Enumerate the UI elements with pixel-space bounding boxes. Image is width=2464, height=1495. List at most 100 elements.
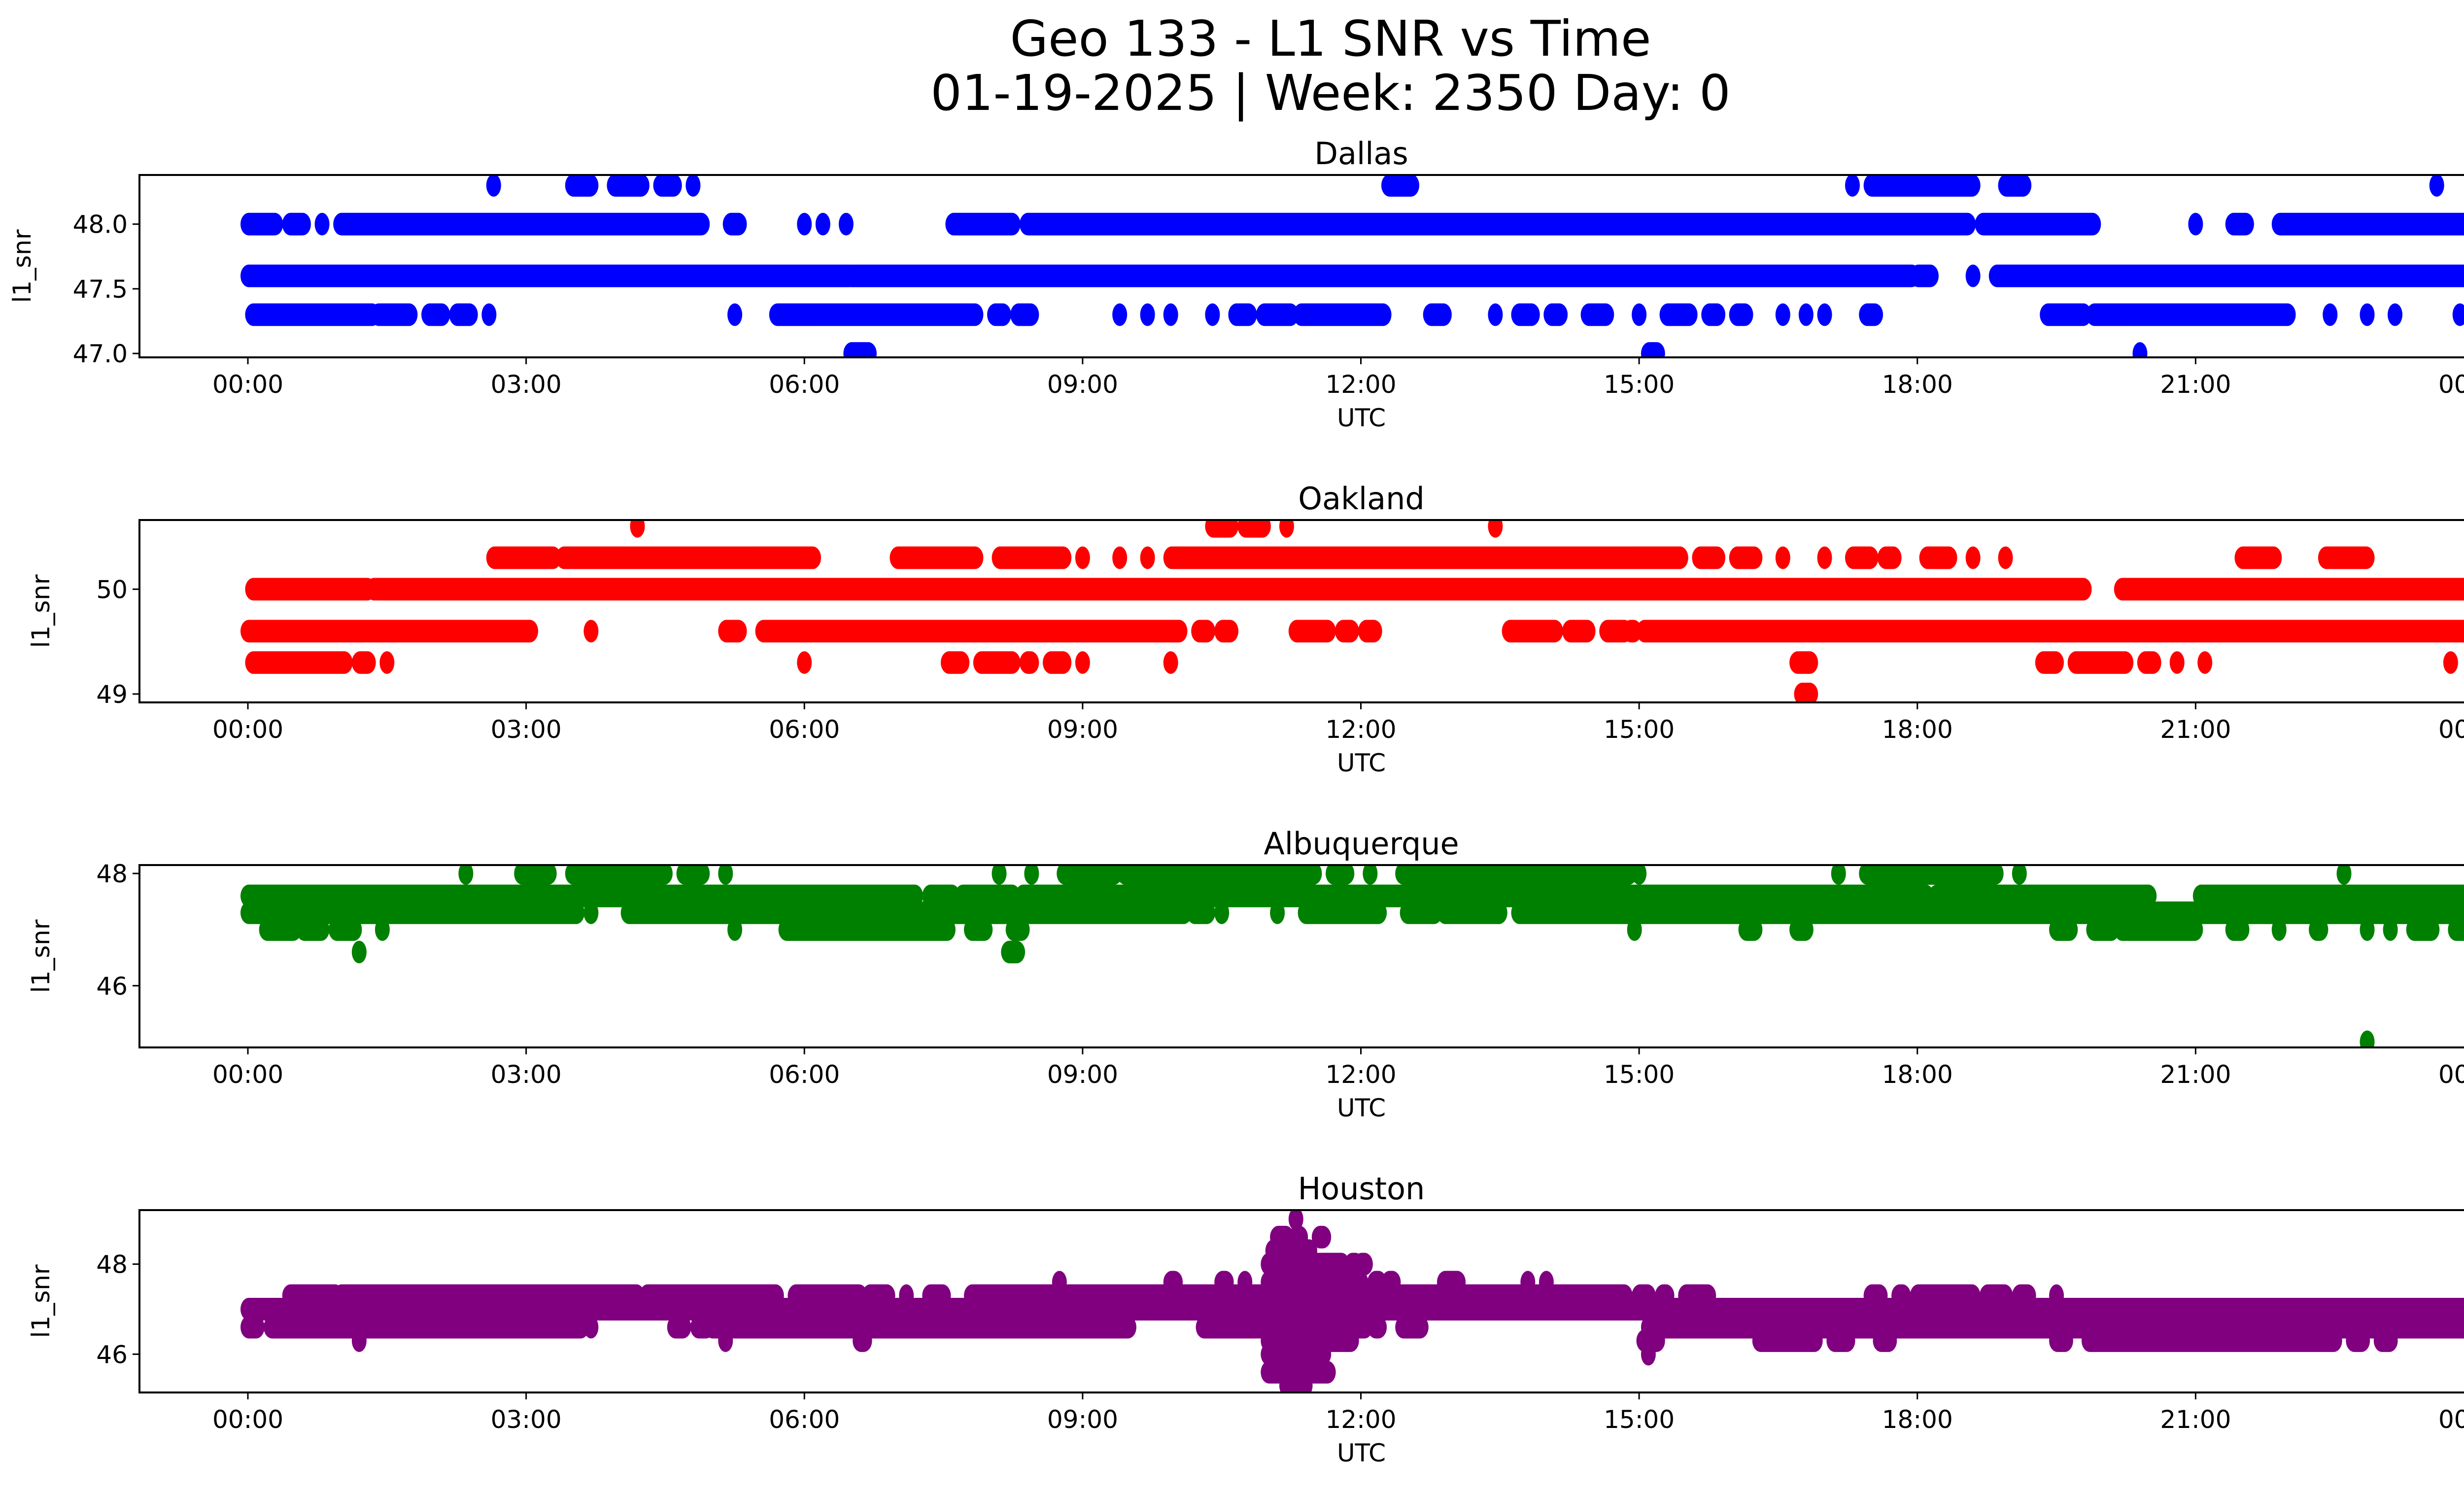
data-point-run bbox=[1877, 546, 1902, 569]
data-point-run bbox=[838, 212, 854, 236]
data-point-run bbox=[1622, 620, 1642, 643]
data-point-run bbox=[1826, 1329, 1855, 1352]
data-point-run bbox=[797, 651, 812, 674]
x-tick-label: 12:00 bbox=[1325, 370, 1396, 399]
x-tick-label: 06:00 bbox=[769, 1405, 840, 1434]
data-point-run bbox=[2448, 918, 2464, 941]
data-point-run bbox=[722, 212, 747, 236]
x-tick-label: 12:00 bbox=[1325, 1060, 1396, 1089]
x-tick-label: 00:00 bbox=[2438, 715, 2464, 744]
data-point-run bbox=[2225, 212, 2254, 236]
data-point-run bbox=[1191, 620, 1215, 643]
data-point-run bbox=[1353, 1252, 1373, 1276]
data-point-run bbox=[1738, 918, 1763, 941]
chart-title: Geo 133 - L1 SNR vs Time bbox=[1010, 10, 1651, 68]
data-point-run bbox=[620, 901, 1192, 924]
data-point-run bbox=[2049, 1329, 2073, 1352]
data-point-run bbox=[2318, 546, 2375, 569]
data-point-run bbox=[2443, 651, 2458, 674]
data-point-run bbox=[2388, 303, 2403, 326]
data-point-run bbox=[1627, 918, 1642, 941]
data-point-run bbox=[1024, 865, 1039, 885]
x-tick-label: 18:00 bbox=[1882, 370, 1953, 399]
data-point-run bbox=[1817, 546, 1832, 569]
data-point-run bbox=[630, 520, 645, 538]
data-point-run bbox=[987, 303, 1011, 326]
data-point-run bbox=[1395, 1316, 1429, 1339]
x-tick-label: 12:00 bbox=[1325, 715, 1396, 744]
data-point-run bbox=[815, 212, 830, 236]
data-point-run bbox=[2114, 918, 2203, 941]
data-point-run bbox=[2383, 918, 2398, 941]
x-tick-label: 21:00 bbox=[2160, 1405, 2231, 1434]
data-point-run bbox=[1205, 303, 1220, 326]
data-point-run bbox=[2234, 546, 2282, 569]
data-point-run bbox=[1641, 1343, 1656, 1366]
data-point-run bbox=[240, 264, 858, 287]
data-point-run bbox=[1798, 303, 1814, 326]
data-point-run bbox=[1789, 651, 1818, 674]
data-point-run bbox=[940, 651, 970, 674]
data-point-run bbox=[481, 303, 497, 326]
data-point-run bbox=[1729, 303, 1753, 326]
data-point-run bbox=[2360, 1030, 2375, 1047]
data-point-run bbox=[2373, 1329, 2398, 1352]
subplot-title: Albuquerque bbox=[1264, 826, 1459, 862]
data-point-run bbox=[1701, 303, 1726, 326]
x-tick-label: 00:00 bbox=[212, 1060, 283, 1089]
data-point-run bbox=[1311, 1225, 1332, 1249]
x-tick-label: 06:00 bbox=[769, 715, 840, 744]
data-point-run bbox=[351, 1329, 367, 1352]
data-point-run bbox=[2429, 175, 2444, 197]
data-point-run bbox=[245, 651, 353, 674]
data-point-run bbox=[1270, 901, 1285, 924]
y-axis-label: l1_snr bbox=[27, 1264, 55, 1338]
data-point-run bbox=[2035, 651, 2064, 674]
data-point-run bbox=[449, 303, 478, 326]
data-point-run bbox=[1580, 303, 1614, 326]
data-point-run bbox=[583, 1316, 599, 1339]
data-point-run bbox=[2081, 1329, 2342, 1352]
x-axis-label: UTC bbox=[1337, 1439, 1386, 1467]
data-point-run bbox=[1632, 303, 1647, 326]
x-tick-label: 00:00 bbox=[2438, 370, 2464, 399]
data-point-run bbox=[2040, 303, 2092, 326]
data-point-run bbox=[486, 546, 562, 569]
data-point-run bbox=[1163, 303, 1178, 326]
y-tick-label: 47.0 bbox=[73, 340, 128, 368]
data-point-run bbox=[1237, 520, 1271, 538]
x-tick-label: 18:00 bbox=[1882, 1060, 1953, 1089]
data-point-run bbox=[718, 1329, 733, 1352]
data-point-run bbox=[890, 546, 984, 569]
data-point-run bbox=[264, 1316, 589, 1339]
data-point-run bbox=[379, 651, 395, 674]
data-point-run bbox=[1395, 865, 1638, 885]
data-point-run bbox=[1005, 918, 1030, 941]
y-axis-label: l1_snr bbox=[27, 919, 55, 993]
subplot-title: Houston bbox=[1298, 1171, 1425, 1207]
data-point-run bbox=[964, 918, 993, 941]
data-point-run bbox=[565, 175, 599, 197]
data-point-run bbox=[1326, 865, 1355, 885]
data-point-run bbox=[843, 264, 1920, 287]
data-point-run bbox=[375, 918, 390, 941]
data-point-run bbox=[1831, 865, 1846, 885]
data-point-run bbox=[1075, 651, 1090, 674]
data-point-run bbox=[240, 1298, 2464, 1321]
data-point-run bbox=[259, 918, 302, 941]
data-point-run bbox=[1488, 520, 1503, 538]
data-point-run bbox=[2309, 918, 2328, 941]
x-tick-label: 03:00 bbox=[491, 1060, 562, 1089]
data-point-run bbox=[992, 865, 1007, 885]
data-point-run bbox=[727, 303, 743, 326]
data-point-run bbox=[755, 620, 1188, 643]
chart-subtitle: 01-19-2025 | Week: 2350 Day: 0 bbox=[930, 64, 1730, 122]
data-point-run bbox=[421, 303, 450, 326]
data-point-run bbox=[240, 1316, 265, 1339]
data-point-run bbox=[333, 212, 710, 236]
data-point-run bbox=[2360, 918, 2375, 941]
data-point-run bbox=[653, 175, 682, 197]
data-point-run bbox=[2360, 303, 2375, 326]
data-point-run bbox=[245, 578, 376, 601]
